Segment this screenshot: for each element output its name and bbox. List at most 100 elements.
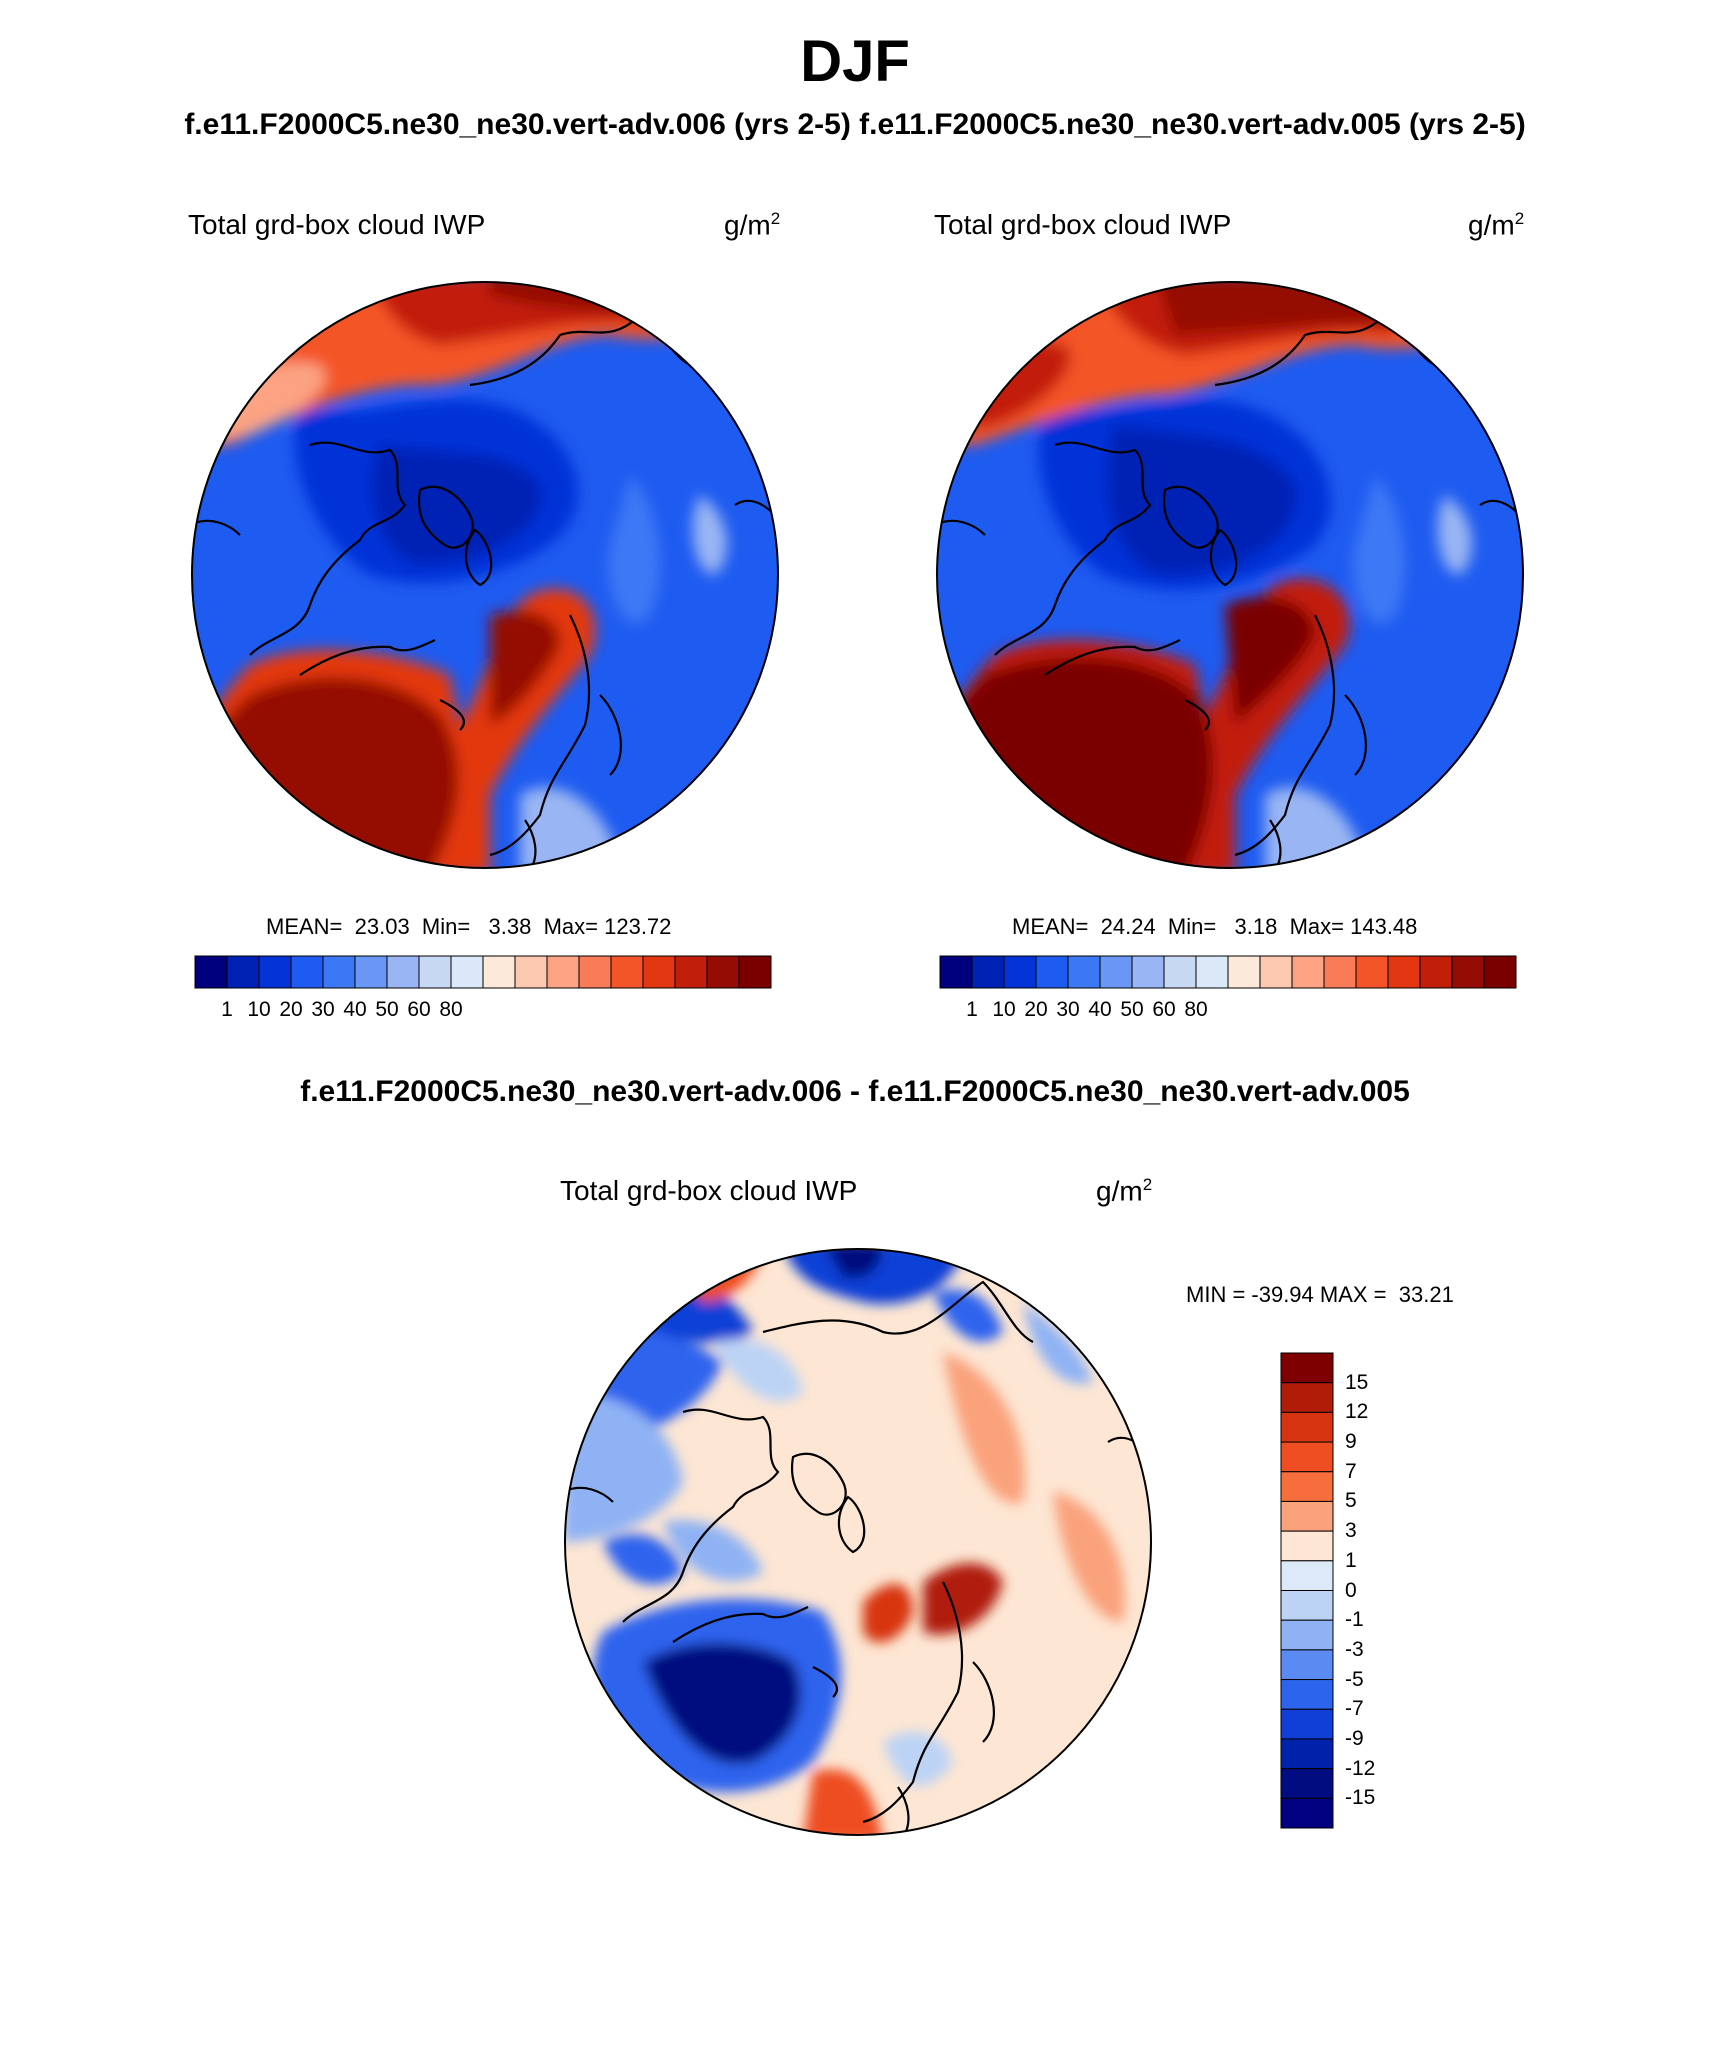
panel2-colorbar-box — [971, 955, 1005, 989]
panel3-colorbar-box — [1280, 1530, 1334, 1562]
panel3-colorbar-box — [1280, 1708, 1334, 1740]
panel2-colorbar-box — [1163, 955, 1197, 989]
panel1-colorbar-label: 1 — [221, 998, 233, 1021]
panel3-colorbar-box — [1280, 1471, 1334, 1502]
panel2-colorbar-box — [1355, 955, 1389, 989]
panel1-colorbar — [194, 955, 772, 989]
panel2-colorbar-label: 40 — [1088, 998, 1112, 1021]
panel1-colorbar-box — [418, 955, 452, 989]
panel1-colorbar-box — [610, 955, 644, 989]
panel1-colorbar-box — [738, 955, 772, 989]
panel2-colorbar-box — [939, 955, 973, 989]
panel3-coastlines — [565, 1280, 1149, 1835]
panel3-colorbar-label: 3 — [1345, 1519, 1357, 1543]
panel1-map-border — [191, 281, 779, 869]
panel2-colorbar-label: 20 — [1024, 998, 1048, 1021]
panel1-colorbar-box — [194, 955, 228, 989]
panel2-colorbar-box — [1323, 955, 1357, 989]
panel3-colorbar-box — [1280, 1500, 1334, 1532]
panel2-colorbar — [939, 955, 1517, 989]
panel2-colorbar-box — [1067, 955, 1101, 989]
panel3-colorbar-label: -15 — [1345, 1786, 1376, 1810]
panel2-colorbar-box — [1035, 955, 1069, 989]
panel3-colorbar-label: 12 — [1345, 1400, 1369, 1424]
panel1-colorbar-box — [642, 955, 676, 989]
panel3-colorbar-box — [1280, 1560, 1334, 1591]
panel2-colorbar-label: 50 — [1120, 998, 1144, 1021]
panel1-colorbar-box — [546, 955, 580, 989]
panel3-colorbar-box — [1280, 1382, 1334, 1413]
panel2-colorbar-box — [1451, 955, 1485, 989]
panel3-colorbar-label: -9 — [1345, 1726, 1364, 1750]
panel1-colorbar-label: 30 — [311, 998, 335, 1021]
panel3-map-border — [564, 1248, 1152, 1836]
panel3-colorbar-label: -12 — [1345, 1756, 1376, 1780]
panel2-colorbar-label: 30 — [1056, 998, 1080, 1021]
panel3-colorbar-label: -3 — [1345, 1637, 1364, 1661]
panel3-colorbar-label: -7 — [1345, 1697, 1364, 1721]
panel3-colorbar-box — [1280, 1738, 1334, 1770]
panel1-colorbar-box — [674, 955, 708, 989]
panel1-colorbar-box — [354, 955, 388, 989]
panel3-title: Total grd-box cloud IWP — [560, 1175, 858, 1206]
panel3-map — [564, 1248, 1152, 1836]
panel2-colorbar-label: 10 — [992, 998, 1016, 1021]
panel1-stats: MEAN= 23.03 Min= 3.38 Max= 123.72 — [266, 914, 672, 939]
panel3-colorbar-label: 1 — [1345, 1548, 1357, 1572]
panel3-colorbar-label: -1 — [1345, 1608, 1364, 1632]
panel1-colorbar-label: 50 — [375, 998, 399, 1021]
panel1-colorbar-label: 60 — [407, 998, 431, 1021]
panel3-colorbar-box — [1280, 1352, 1334, 1384]
panel2-stats: MEAN= 24.24 Min= 3.18 Max= 143.48 — [1012, 914, 1418, 939]
panel3-colorbar-label: -5 — [1345, 1667, 1364, 1691]
panel2-map — [936, 281, 1524, 869]
panel2-colorbar-label: 80 — [1184, 998, 1208, 1021]
panel1-colorbar-box — [226, 955, 260, 989]
panel3-colorbar-box — [1280, 1619, 1334, 1651]
panel2-units: g/m2 — [1468, 209, 1525, 241]
panel1-colorbar-box — [482, 955, 516, 989]
panel1-colorbar-box — [706, 955, 740, 989]
panel2-colorbar-box — [1419, 955, 1453, 989]
panel1-colorbar-box — [450, 955, 484, 989]
panel2-colorbar-box — [1387, 955, 1421, 989]
panel2-colorbar-box — [1291, 955, 1325, 989]
panel1-colorbar-box — [290, 955, 324, 989]
panel1-colorbar-box — [322, 955, 356, 989]
panel2-colorbar-box — [1227, 955, 1261, 989]
panel3-stats: MIN = -39.94 MAX = 33.21 — [1186, 1282, 1454, 1307]
figure-title: DJF — [800, 29, 910, 94]
panel2-colorbar-box — [1259, 955, 1293, 989]
panel3-units: g/m2 — [1096, 1175, 1153, 1207]
panel3-colorbar-box — [1280, 1649, 1334, 1681]
diff-title: f.e11.F2000C5.ne30_ne30.vert-adv.006 - f… — [300, 1075, 1410, 1108]
panel3-colorbar-box — [1280, 1768, 1334, 1799]
panel3-colorbar-label: 15 — [1345, 1370, 1369, 1394]
panel1-colorbar-label: 10 — [247, 998, 271, 1021]
panel3-colorbar-box — [1280, 1679, 1334, 1710]
panel3-colorbar-label: 0 — [1345, 1578, 1357, 1602]
panel3-colorbar-label: 5 — [1345, 1489, 1357, 1513]
panel2-colorbar-box — [1003, 955, 1037, 989]
panel2-title: Total grd-box cloud IWP — [934, 209, 1232, 240]
panel2-colorbar-box — [1483, 955, 1517, 989]
panel3-colorbar-label: 7 — [1345, 1459, 1357, 1483]
panel1-colorbar-label: 80 — [439, 998, 463, 1021]
panel3-colorbar — [1280, 1352, 1334, 1829]
case-titles: f.e11.F2000C5.ne30_ne30.vert-adv.006 (yr… — [184, 108, 1526, 141]
panel3-colorbar-label: 9 — [1345, 1430, 1357, 1454]
panel2-colorbar-label: 60 — [1152, 998, 1176, 1021]
panel2-map-border — [936, 281, 1524, 869]
panel3-colorbar-box — [1280, 1411, 1334, 1443]
panel3-colorbar-box — [1280, 1797, 1334, 1829]
panel3-colorbar-box — [1280, 1590, 1334, 1621]
panel1-colorbar-label: 40 — [343, 998, 367, 1021]
panel3-colorbar-box — [1280, 1441, 1334, 1473]
panel1-colorbar-box — [258, 955, 292, 989]
panel2-colorbar-box — [1195, 955, 1229, 989]
panel2-colorbar-label: 1 — [966, 998, 978, 1021]
panel2-colorbar-box — [1131, 955, 1165, 989]
panel1-colorbar-box — [578, 955, 612, 989]
panel1-colorbar-box — [386, 955, 420, 989]
panel1-colorbar-box — [514, 955, 548, 989]
